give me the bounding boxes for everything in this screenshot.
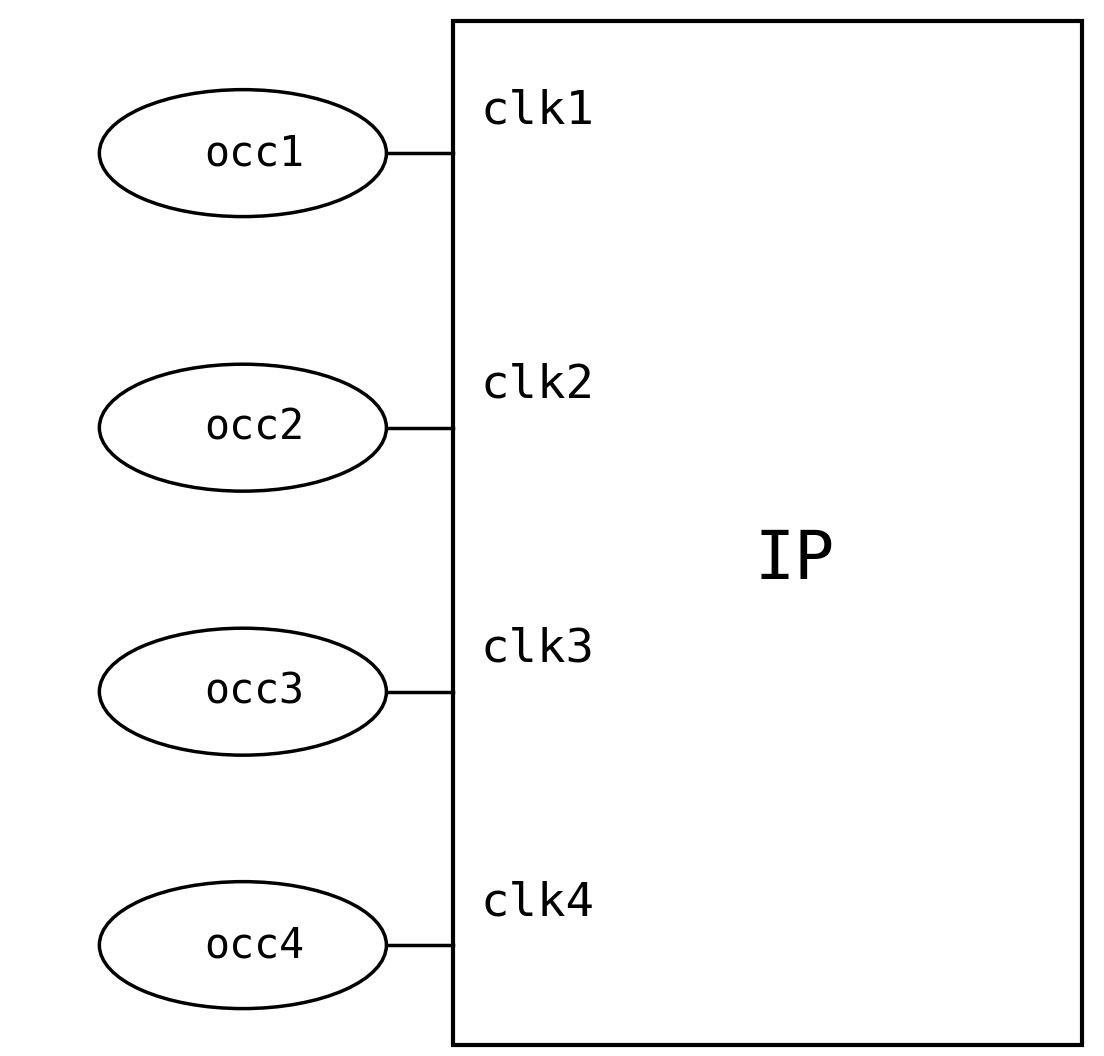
Text: occ3: occ3 [204, 671, 304, 713]
Ellipse shape [99, 882, 386, 1008]
Ellipse shape [99, 90, 386, 216]
Text: clk1: clk1 [480, 89, 594, 133]
Ellipse shape [99, 364, 386, 491]
Text: clk2: clk2 [480, 363, 594, 408]
Text: clk3: clk3 [480, 627, 594, 672]
Text: clk4: clk4 [480, 881, 594, 925]
Ellipse shape [99, 628, 386, 755]
Text: occ4: occ4 [204, 924, 304, 966]
FancyBboxPatch shape [453, 21, 1082, 1045]
Text: occ2: occ2 [204, 407, 304, 449]
Text: occ1: occ1 [204, 132, 304, 174]
Text: IP: IP [755, 527, 835, 592]
